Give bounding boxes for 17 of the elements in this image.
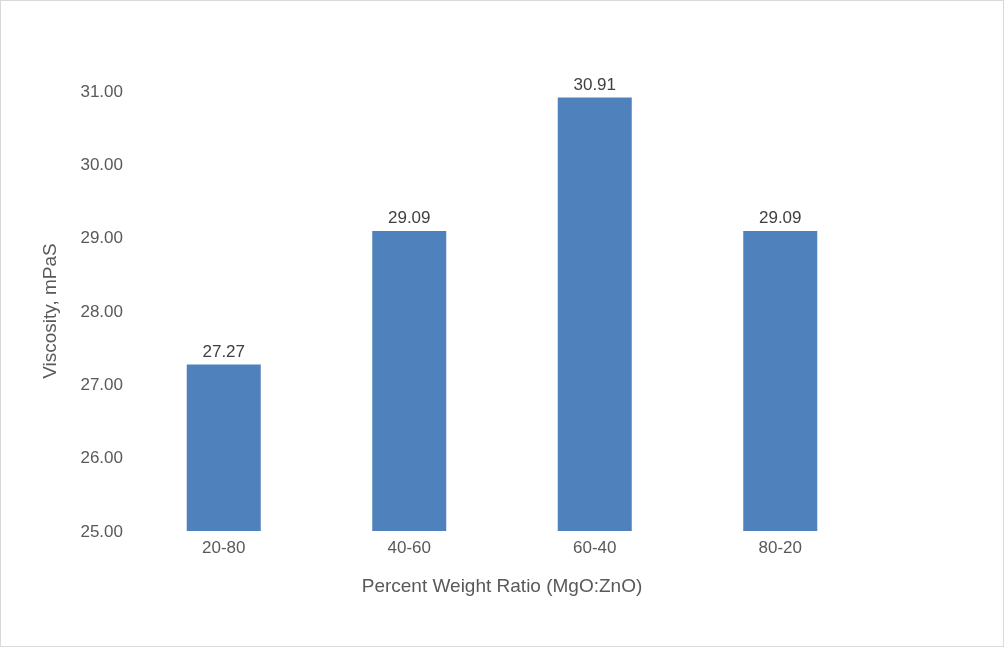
x-tick-label: 60-40 [573, 538, 617, 557]
data-label: 29.09 [387, 208, 431, 228]
y-tick-label: 28.00 [80, 301, 123, 321]
x-axis-title: Percent Weight Ratio (MgO:ZnO) [361, 575, 643, 596]
data-label: 29.09 [758, 208, 802, 228]
y-tick-label: 29.00 [80, 228, 123, 248]
x-tick-label: 80-20 [758, 538, 802, 557]
y-axis-title: Viscosity, mPaS [39, 243, 60, 379]
y-tick-label: 31.00 [80, 81, 123, 101]
y-tick-label: 27.00 [80, 374, 123, 394]
x-tick-label: 20-80 [202, 538, 246, 557]
data-label: 30.91 [573, 74, 617, 94]
y-tick-label: 26.00 [80, 448, 123, 468]
y-tick-label: 30.00 [80, 154, 123, 174]
x-tick-label: 40-60 [387, 538, 431, 557]
y-tick-label: 25.00 [80, 521, 123, 541]
data-label: 27.27 [202, 341, 246, 361]
